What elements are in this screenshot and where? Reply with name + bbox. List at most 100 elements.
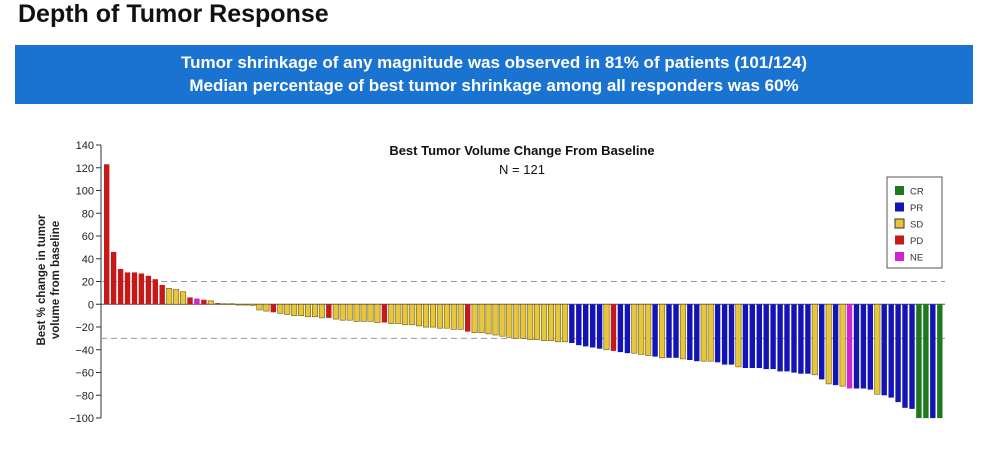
bar-pr [576, 304, 582, 346]
banner-line-1: Tumor shrinkage of any magnitude was obs… [180, 53, 808, 72]
bar-cr [916, 304, 922, 419]
legend-swatch-ne [895, 252, 904, 261]
legend-label-pd: PD [910, 236, 923, 247]
bar-pr [860, 304, 867, 389]
bar-sd [513, 303, 520, 339]
bar-sd [735, 303, 742, 368]
y-tick-label: −20 [75, 322, 94, 334]
bar-pd [381, 304, 388, 323]
legend-label-pr: PR [910, 203, 923, 214]
bar-pr [583, 304, 589, 347]
bar-sd [416, 303, 423, 327]
bar-sd [395, 303, 402, 324]
bar-pd [117, 269, 124, 305]
bar-sd [499, 303, 506, 337]
bar-sd [221, 303, 228, 305]
bar-pr [721, 304, 728, 365]
bar-pr [895, 304, 901, 403]
legend-label-cr: CR [910, 187, 924, 198]
bar-sd [339, 303, 346, 321]
bar-sd [180, 291, 187, 305]
bar-sd [471, 303, 478, 333]
y-tick-label: 20 [82, 277, 94, 289]
bar-sd [311, 303, 318, 318]
bar-pd [138, 273, 145, 305]
bar-pr [666, 304, 672, 358]
chart-subtitle: N = 121 [499, 162, 545, 177]
bar-sd [422, 303, 429, 328]
bar-sd [235, 303, 242, 306]
bar-pd [270, 304, 276, 313]
bar-pr [881, 304, 887, 396]
summary-banner: Tumor shrinkage of any magnitude was obs… [15, 45, 973, 104]
y-tick-label: 0 [88, 299, 94, 311]
bar-sd [228, 303, 235, 305]
bar-sd [367, 303, 374, 322]
bar-pr [770, 304, 776, 370]
bar-pr [756, 304, 762, 368]
bar-sd [256, 303, 263, 311]
bar-sd [332, 303, 339, 320]
bar-pd [124, 272, 131, 305]
bar-pd [152, 279, 158, 305]
bar-pr [596, 304, 603, 349]
bar-sd [436, 303, 443, 329]
bar-sd [492, 303, 499, 336]
bar-pr [909, 304, 915, 409]
bar-sd [457, 303, 464, 330]
bar-sd [443, 303, 450, 329]
bar-pr [805, 304, 811, 374]
bar-pr [694, 304, 700, 362]
y-tick-label: −60 [75, 368, 94, 380]
legend-label-sd: SD [910, 220, 923, 231]
bar-sd [277, 303, 284, 314]
bar-sd [263, 303, 270, 312]
y-axis-label-1: Best % change in tumor [36, 214, 48, 346]
bar-pd [104, 164, 110, 305]
bar-pd [110, 251, 117, 305]
bar-sd [173, 289, 180, 305]
bar-pd [159, 284, 165, 305]
bar-sd [541, 303, 548, 341]
y-tick-label: 40 [82, 254, 94, 266]
bar-sd [388, 303, 395, 324]
bar-pr [742, 304, 749, 368]
bar-pr [853, 304, 860, 389]
bar-sd [534, 303, 541, 340]
bar-sd [645, 303, 652, 356]
bar-sd [429, 303, 436, 328]
bar-pr [888, 304, 894, 398]
legend-swatch-pd [895, 235, 904, 245]
bar-sd [291, 303, 298, 316]
legend-swatch-pr [895, 202, 904, 212]
bar-pd [610, 304, 617, 351]
legend: CR PR SD PD NE [886, 176, 943, 269]
bar-pd [215, 303, 221, 305]
bar-sd [374, 303, 381, 323]
y-axis-label-2: volume from baseline [50, 221, 62, 339]
y-tick-label: −40 [75, 345, 94, 357]
bar-ne [194, 298, 200, 305]
bar-sd [485, 303, 492, 335]
bar-sd [707, 303, 714, 362]
bar-sd [409, 303, 416, 326]
bar-sd [631, 303, 638, 354]
bar-pr [763, 304, 769, 370]
page-title: Depth of Tumor Response [18, 0, 329, 28]
banner-line-2: Median percentage of best tumor shrinkag… [189, 76, 799, 95]
bar-pd [201, 299, 207, 305]
y-tick-label: 120 [76, 163, 94, 175]
bar-sd [874, 303, 881, 395]
bar-sd [346, 303, 353, 321]
bar-sd [402, 303, 409, 326]
bar-sd [638, 303, 645, 355]
legend-label-ne: NE [910, 253, 923, 264]
bar-pr [617, 304, 624, 353]
bar-sd [450, 303, 457, 330]
bar-sd [659, 303, 666, 359]
bar-sd [304, 303, 311, 318]
bar-sd [603, 303, 610, 351]
bar-sd [700, 303, 707, 362]
bar-sd [360, 303, 367, 322]
y-tick-label: 80 [82, 208, 94, 220]
